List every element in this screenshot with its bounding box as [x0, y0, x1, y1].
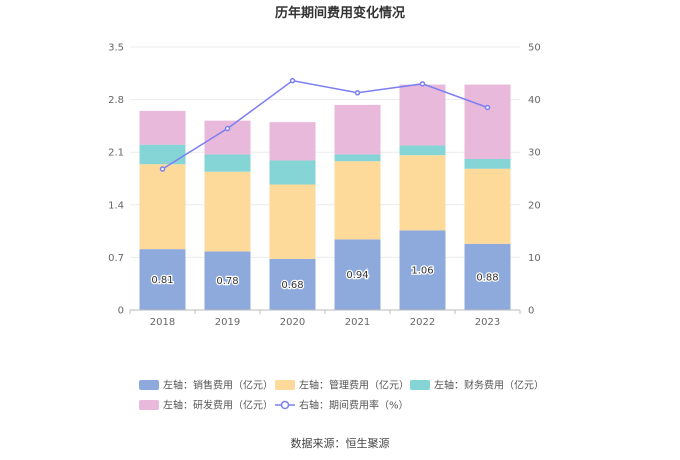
bar-segment	[204, 251, 251, 310]
line-point	[289, 77, 296, 84]
y-left-tick-label: 1.4	[108, 200, 124, 211]
legend-marker	[280, 400, 290, 410]
chart-title: 历年期间费用变化情况	[275, 5, 405, 21]
y-right-tick-label: 40	[528, 95, 541, 106]
legend-swatch	[139, 400, 159, 410]
bar-segment	[399, 230, 446, 310]
line-path	[162, 79, 488, 170]
bar-segment	[464, 243, 511, 310]
x-tick-label: 2020	[280, 317, 305, 328]
y-left-tick-label: 2.8	[108, 95, 124, 106]
bar-segment	[399, 145, 446, 156]
legend-swatch	[275, 380, 295, 390]
bar-segment	[204, 171, 251, 252]
data-label: 0.81	[151, 275, 173, 286]
data-label: 0.88	[476, 272, 498, 283]
y-left-tick-label: 0	[118, 306, 124, 317]
data-label: 0.94	[346, 270, 368, 281]
bar-segment	[269, 258, 316, 310]
bar-segment	[334, 239, 381, 310]
x-tick-label: 2022	[410, 317, 435, 328]
bar-segment	[269, 160, 316, 185]
x-tick-label: 2021	[345, 317, 370, 328]
bar-segment	[204, 120, 251, 155]
y-right-tick-label: 50	[528, 43, 541, 54]
line-point	[484, 104, 491, 111]
x-tick-label: 2019	[215, 317, 240, 328]
data-label: 1.06	[411, 266, 433, 277]
legend-label: 左轴：销售费用（亿元）	[163, 379, 273, 392]
bar-segment	[269, 184, 316, 259]
line-point	[159, 166, 166, 172]
legend-label: 右轴：期间费用率（%）	[299, 399, 409, 412]
bar-segment	[204, 154, 251, 172]
x-tick-label: 2018	[150, 317, 175, 328]
line-series	[159, 77, 491, 172]
legend-swatch	[139, 380, 159, 390]
legend-label: 左轴：管理费用（亿元）	[299, 379, 409, 392]
data-label: 0.68	[281, 280, 303, 291]
legend-swatch	[410, 380, 430, 390]
bar-segment	[464, 84, 511, 159]
line-point	[354, 90, 361, 96]
source-text: 数据来源：恒生聚源	[291, 436, 390, 450]
bars	[139, 84, 511, 310]
data-label: 0.78	[216, 276, 238, 287]
y-left-tick-label: 2.1	[108, 148, 124, 159]
bar-segment	[139, 249, 186, 310]
y-right-tick-label: 20	[528, 200, 541, 211]
y-right-tick-label: 30	[528, 148, 541, 159]
bar-segment	[334, 104, 381, 155]
y-right-tick-label: 0	[528, 306, 534, 317]
x-axis: 2018 2019 2020 2021 2022 2023	[129, 309, 521, 328]
left-axis: 0 0.7 1.4 2.1 2.8 3.5	[108, 43, 124, 317]
bar-segment	[139, 144, 186, 165]
bar-segment	[334, 154, 381, 162]
y-left-tick-label: 3.5	[108, 43, 124, 54]
legend: 左轴：销售费用（亿元） 左轴：管理费用（亿元） 左轴：财务费用（亿元） 左轴：研发费用…	[139, 379, 544, 412]
bar-segment	[464, 158, 511, 169]
bar-segment	[399, 84, 446, 146]
bar-segment	[464, 168, 511, 244]
bar-segment	[399, 155, 446, 231]
bar-segment	[334, 161, 381, 240]
bar-segment	[139, 110, 186, 145]
right-axis: 0 10 20 30 40 50	[528, 43, 541, 317]
y-right-tick-label: 10	[528, 253, 541, 264]
y-left-tick-label: 0.7	[108, 253, 124, 264]
legend-label: 左轴：研发费用（亿元）	[163, 399, 273, 412]
bar-segment	[139, 164, 186, 250]
x-tick-label: 2023	[475, 317, 500, 328]
bar-segment	[269, 122, 316, 161]
data-labels: 0.81 0.78 0.68 0.94 1.06 0.88	[150, 264, 500, 292]
legend-label: 左轴：财务费用（亿元）	[434, 379, 544, 392]
line-point	[419, 81, 426, 87]
line-point	[224, 125, 231, 132]
